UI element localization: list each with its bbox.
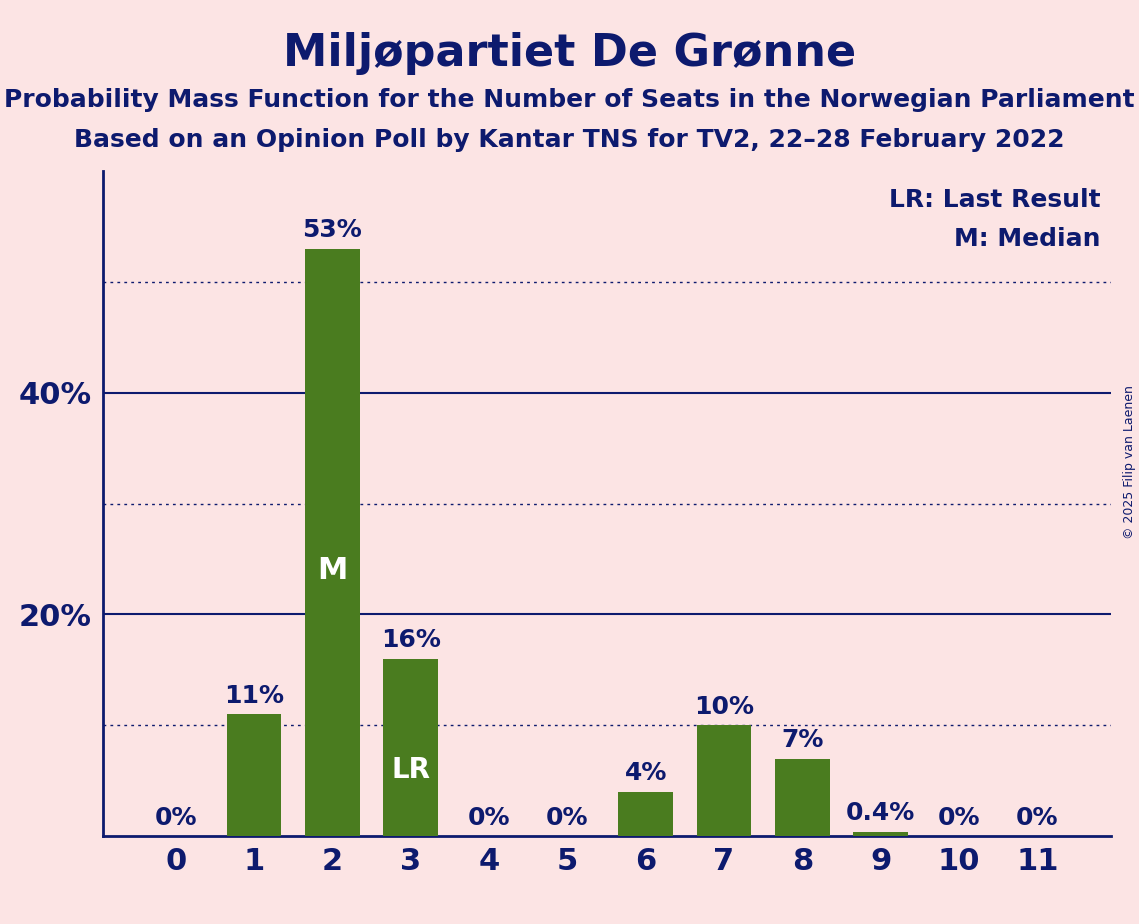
Text: 0%: 0%	[546, 806, 589, 830]
Text: 0%: 0%	[468, 806, 510, 830]
Text: 7%: 7%	[781, 728, 823, 752]
Bar	[384, 659, 439, 836]
Bar	[305, 249, 360, 836]
Bar	[775, 759, 829, 836]
Text: M: Median: M: Median	[954, 227, 1100, 251]
Text: 10%: 10%	[694, 695, 754, 719]
Text: 16%: 16%	[380, 628, 441, 652]
Text: M: M	[317, 555, 347, 585]
Text: 0%: 0%	[937, 806, 981, 830]
Bar	[618, 792, 673, 836]
Text: 0.4%: 0.4%	[846, 801, 916, 825]
Bar	[697, 725, 752, 836]
Text: 0%: 0%	[155, 806, 197, 830]
Bar	[853, 832, 908, 836]
Text: © 2025 Filip van Laenen: © 2025 Filip van Laenen	[1123, 385, 1137, 539]
Text: LR: Last Result: LR: Last Result	[888, 188, 1100, 212]
Text: 11%: 11%	[224, 684, 284, 708]
Text: 0%: 0%	[1016, 806, 1058, 830]
Text: 4%: 4%	[624, 761, 666, 785]
Text: Probability Mass Function for the Number of Seats in the Norwegian Parliament: Probability Mass Function for the Number…	[5, 88, 1134, 112]
Text: Miljøpartiet De Grønne: Miljøpartiet De Grønne	[282, 32, 857, 76]
Text: 53%: 53%	[303, 218, 362, 242]
Text: LR: LR	[391, 756, 431, 784]
Bar	[227, 714, 281, 836]
Text: Based on an Opinion Poll by Kantar TNS for TV2, 22–28 February 2022: Based on an Opinion Poll by Kantar TNS f…	[74, 128, 1065, 152]
